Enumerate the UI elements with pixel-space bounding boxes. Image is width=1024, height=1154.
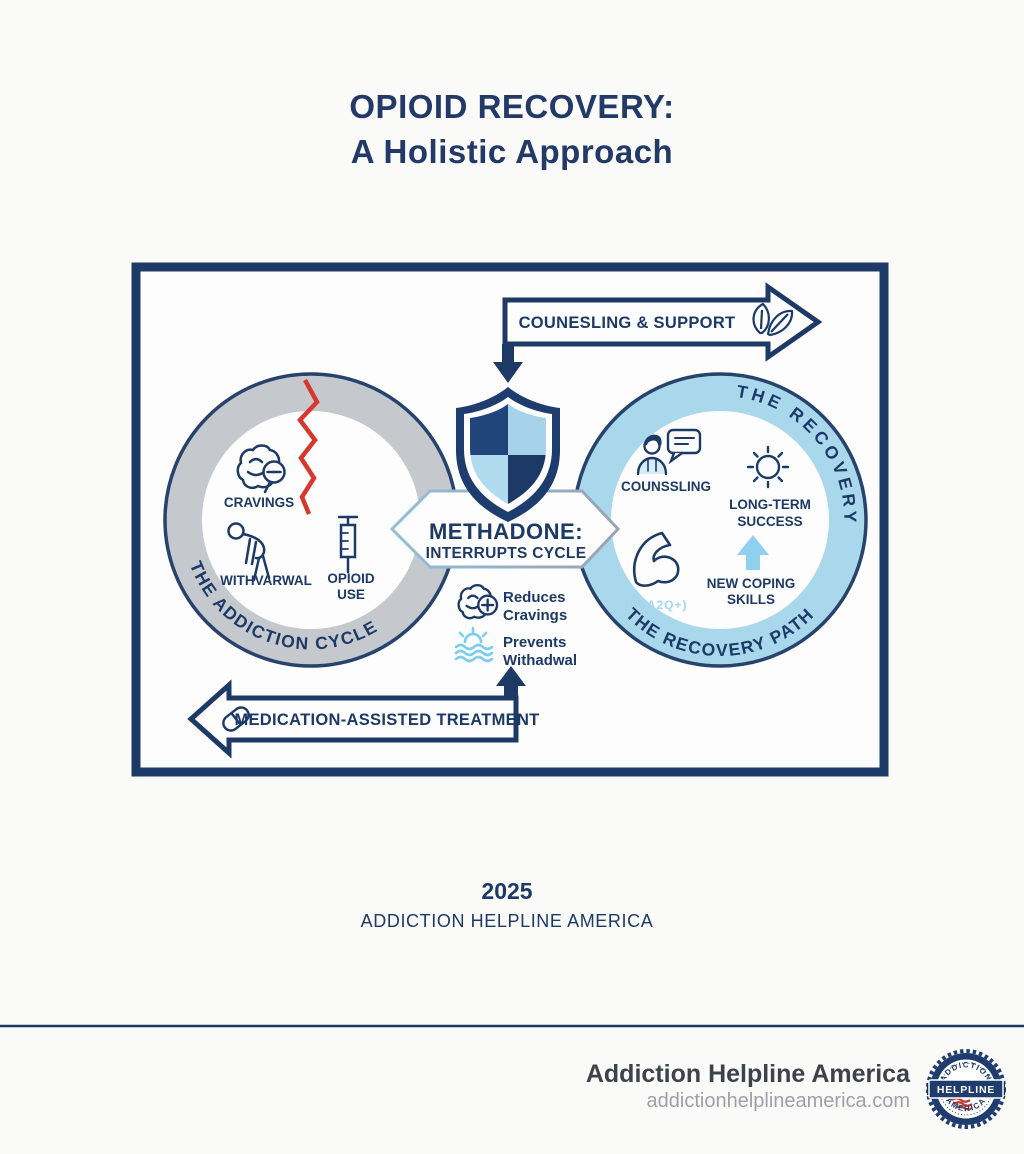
recovery-ring-inner	[611, 411, 829, 629]
reduces-label-line1: Reduces	[503, 589, 566, 606]
prevents-label-line1: Prevents	[503, 634, 566, 651]
recovery-path-circle: THE RECOVERY THE RECOVERY PATH COUNSSLIN…	[572, 372, 868, 668]
brand-badge: ADDICTION AMERICA HELPLINE	[926, 1049, 1006, 1129]
footer-website: addictionhelplineamerica.com	[646, 1090, 910, 1112]
brain-plus-icon	[457, 584, 499, 620]
caption-year: 2025	[481, 878, 532, 904]
pill-icon	[222, 706, 250, 732]
footer-brand: Addiction Helpline America	[585, 1060, 910, 1088]
long-term-label-line2: SUCCESS	[737, 514, 802, 529]
counseling-label: COUNSSLING	[621, 479, 711, 494]
mat-arrow: MEDICATION-ASSISTED TREATMENT	[187, 679, 539, 759]
crack-icon	[297, 378, 320, 515]
sun-icon	[746, 445, 790, 489]
long-term-label-line1: LONG-TERM	[729, 497, 811, 512]
brain-minus-icon	[236, 444, 286, 494]
flex-arm-icon	[633, 531, 680, 587]
badge-middle-text: HELPLINE	[937, 1084, 995, 1096]
up-arrow-icon	[737, 535, 769, 570]
strength-caption: (PuA2Q+)	[624, 598, 687, 612]
page-title-line1: OPIOID RECOVERY:	[349, 88, 675, 125]
checkered-shield-icon	[456, 387, 560, 522]
syringe-icon	[337, 515, 359, 574]
coping-label-line1: NEW COPING	[707, 576, 796, 591]
leaf-icon	[752, 302, 794, 337]
coping-label-line2: SKILLS	[727, 592, 775, 607]
prevents-label-line2: Withadwal	[503, 652, 577, 669]
banner-subtitle: INTERRUPTS CYCLE	[426, 545, 587, 562]
banner-title: METHADONE:	[429, 519, 583, 544]
withdrawal-label: WITHVARWAL	[220, 573, 312, 588]
benefit-prevents-withdrawal: Prevents Withadwal	[454, 626, 577, 669]
sun-waves-icon	[454, 626, 494, 663]
cravings-label: CRAVINGS	[224, 495, 294, 510]
up-arrow-connector	[496, 666, 526, 701]
methadone-banner: METHADONE: INTERRUPTS CYCLE	[389, 489, 621, 569]
footer: Addiction Helpline America addictionhelp…	[586, 1059, 910, 1114]
benefit-reduces-cravings: Reduces Cravings	[457, 584, 567, 624]
page-title: OPIOID RECOVERY: A Holistic Approach	[0, 84, 1024, 174]
page-title-line2: A Holistic Approach	[350, 133, 674, 170]
caption-org: ADDICTION HELPLINE AMERICA	[361, 911, 654, 931]
reduces-label-line2: Cravings	[503, 607, 567, 624]
bent-person-icon	[227, 522, 271, 582]
opioid-use-label-line2: USE	[337, 587, 365, 602]
counseling-support-arrow: COUNESLING & SUPPORT	[493, 282, 823, 383]
counselor-icon	[636, 428, 702, 476]
mat-arrow-label: MEDICATION-ASSISTED TREATMENT	[234, 711, 539, 729]
down-arrow-connector	[493, 344, 523, 383]
opioid-use-label-line1: OPIOID	[327, 571, 375, 586]
counseling-arrow-label: COUNESLING & SUPPORT	[519, 314, 736, 332]
